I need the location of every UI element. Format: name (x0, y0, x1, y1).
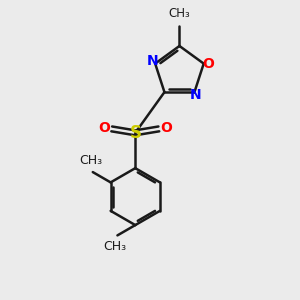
Text: O: O (203, 57, 214, 70)
Text: O: O (98, 121, 110, 135)
Text: CH₃: CH₃ (169, 7, 190, 20)
Text: N: N (190, 88, 201, 102)
Text: N: N (147, 54, 158, 68)
Text: S: S (129, 124, 141, 142)
Text: CH₃: CH₃ (79, 154, 102, 167)
Text: CH₃: CH₃ (103, 240, 127, 253)
Text: O: O (161, 121, 172, 135)
